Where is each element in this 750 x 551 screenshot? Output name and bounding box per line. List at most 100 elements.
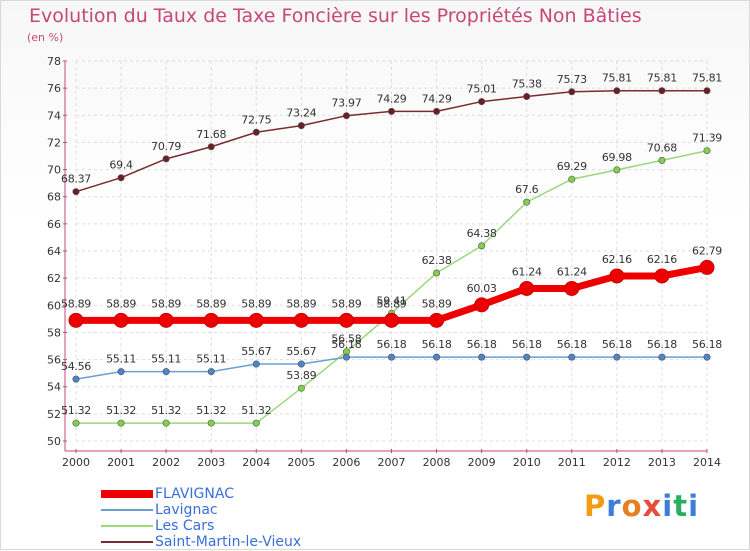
- data-label: 75.81: [602, 72, 632, 85]
- y-tick-label: 68: [47, 191, 61, 204]
- data-label: 72.75: [241, 113, 271, 126]
- data-label: 58.89: [422, 297, 452, 310]
- legend-label: Saint-Martin-le-Vieux: [155, 534, 302, 550]
- data-label: 60.03: [467, 282, 497, 295]
- data-label: 75.38: [512, 78, 542, 91]
- data-point: [384, 312, 399, 328]
- data-label: 58.89: [61, 297, 91, 310]
- data-label: 74.29: [422, 92, 452, 105]
- data-label: 59.41: [377, 294, 407, 307]
- data-point: [293, 312, 309, 328]
- grid-lines: [75, 60, 708, 442]
- data-label: 73.97: [331, 97, 361, 110]
- data-label: 61.24: [512, 265, 542, 278]
- data-label: 62.16: [602, 253, 632, 266]
- data-point: [568, 353, 576, 361]
- data-label: 56.18: [512, 338, 542, 351]
- data-point: [207, 419, 215, 427]
- data-point: [252, 128, 260, 136]
- data-label: 70.79: [151, 140, 181, 153]
- data-point: [72, 188, 80, 196]
- data-point: [297, 360, 305, 368]
- data-label: 70.68: [647, 141, 677, 154]
- data-point: [523, 198, 531, 206]
- data-label: 75.01: [467, 83, 497, 96]
- data-point: [162, 419, 170, 427]
- data-label: 62.16: [647, 253, 677, 266]
- data-point: [252, 360, 260, 368]
- data-label: 71.68: [196, 128, 226, 141]
- chart-unit-label: (en %): [27, 31, 64, 44]
- logo-letter: P: [584, 489, 607, 523]
- data-label: 51.32: [106, 404, 136, 417]
- data-label: 56.18: [422, 338, 452, 351]
- y-tick-label: 72: [47, 136, 61, 149]
- x-tick-label: 2007: [378, 456, 406, 469]
- data-point: [474, 297, 490, 313]
- data-label: 73.24: [286, 107, 316, 120]
- data-label: 54.56: [61, 360, 91, 373]
- data-point: [117, 174, 125, 182]
- data-point: [703, 353, 711, 361]
- data-point: [613, 166, 621, 174]
- legend-swatch: [101, 525, 153, 527]
- data-label: 56.18: [647, 338, 677, 351]
- data-label: 75.81: [692, 72, 722, 85]
- series-lavignac: [72, 353, 711, 383]
- data-point: [387, 107, 395, 115]
- data-point: [68, 312, 84, 328]
- data-point: [478, 353, 486, 361]
- data-label: 69.29: [557, 160, 587, 173]
- y-tick-label: 56: [47, 354, 61, 367]
- data-point: [478, 242, 486, 250]
- y-tick-label: 76: [47, 82, 61, 95]
- x-tick-label: 2005: [287, 456, 315, 469]
- x-tick-label: 2006: [332, 456, 360, 469]
- logo-letter: i: [688, 489, 700, 523]
- data-point: [207, 143, 215, 151]
- data-label: 56.18: [467, 338, 497, 351]
- y-tick-label: 54: [47, 381, 61, 394]
- legend-label: FLAVIGNAC: [155, 486, 234, 502]
- data-point: [433, 269, 441, 277]
- data-point: [654, 268, 670, 284]
- data-label: 56.18: [602, 338, 632, 351]
- x-tick-label: 2002: [152, 456, 180, 469]
- data-label: 71.39: [692, 132, 722, 145]
- data-label: 55.11: [151, 353, 181, 366]
- y-tick-label: 62: [47, 272, 61, 285]
- x-tick-label: 2010: [513, 456, 541, 469]
- data-label: 55.11: [106, 353, 136, 366]
- data-point: [248, 312, 264, 328]
- legend-swatch: [101, 509, 153, 511]
- data-point: [658, 87, 666, 95]
- data-label: 75.81: [647, 72, 677, 85]
- data-label: 56.18: [692, 338, 722, 351]
- data-label: 55.67: [286, 345, 316, 358]
- data-label: 68.37: [61, 173, 91, 186]
- y-tick-label: 78: [47, 55, 61, 68]
- data-point: [429, 312, 445, 328]
- x-tick-label: 2014: [693, 456, 721, 469]
- logo-letter: r: [606, 489, 622, 523]
- data-point: [519, 280, 535, 296]
- data-label: 58.89: [331, 297, 361, 310]
- data-label: 62.38: [422, 254, 452, 267]
- data-point: [433, 107, 441, 115]
- x-tick-label: 2012: [603, 456, 631, 469]
- legend-label: Lavignac: [155, 502, 218, 518]
- data-point: [158, 312, 174, 328]
- data-point: [162, 155, 170, 163]
- y-tick-label: 66: [47, 218, 61, 231]
- data-label: 51.32: [61, 404, 91, 417]
- data-label: 62.79: [692, 244, 722, 257]
- data-label: 53.89: [286, 369, 316, 382]
- x-tick-label: 2004: [242, 456, 270, 469]
- data-point: [252, 419, 260, 427]
- x-tick-label: 2013: [648, 456, 676, 469]
- data-point: [658, 353, 666, 361]
- data-point: [338, 312, 354, 328]
- data-point: [703, 147, 711, 155]
- data-label: 61.24: [557, 265, 587, 278]
